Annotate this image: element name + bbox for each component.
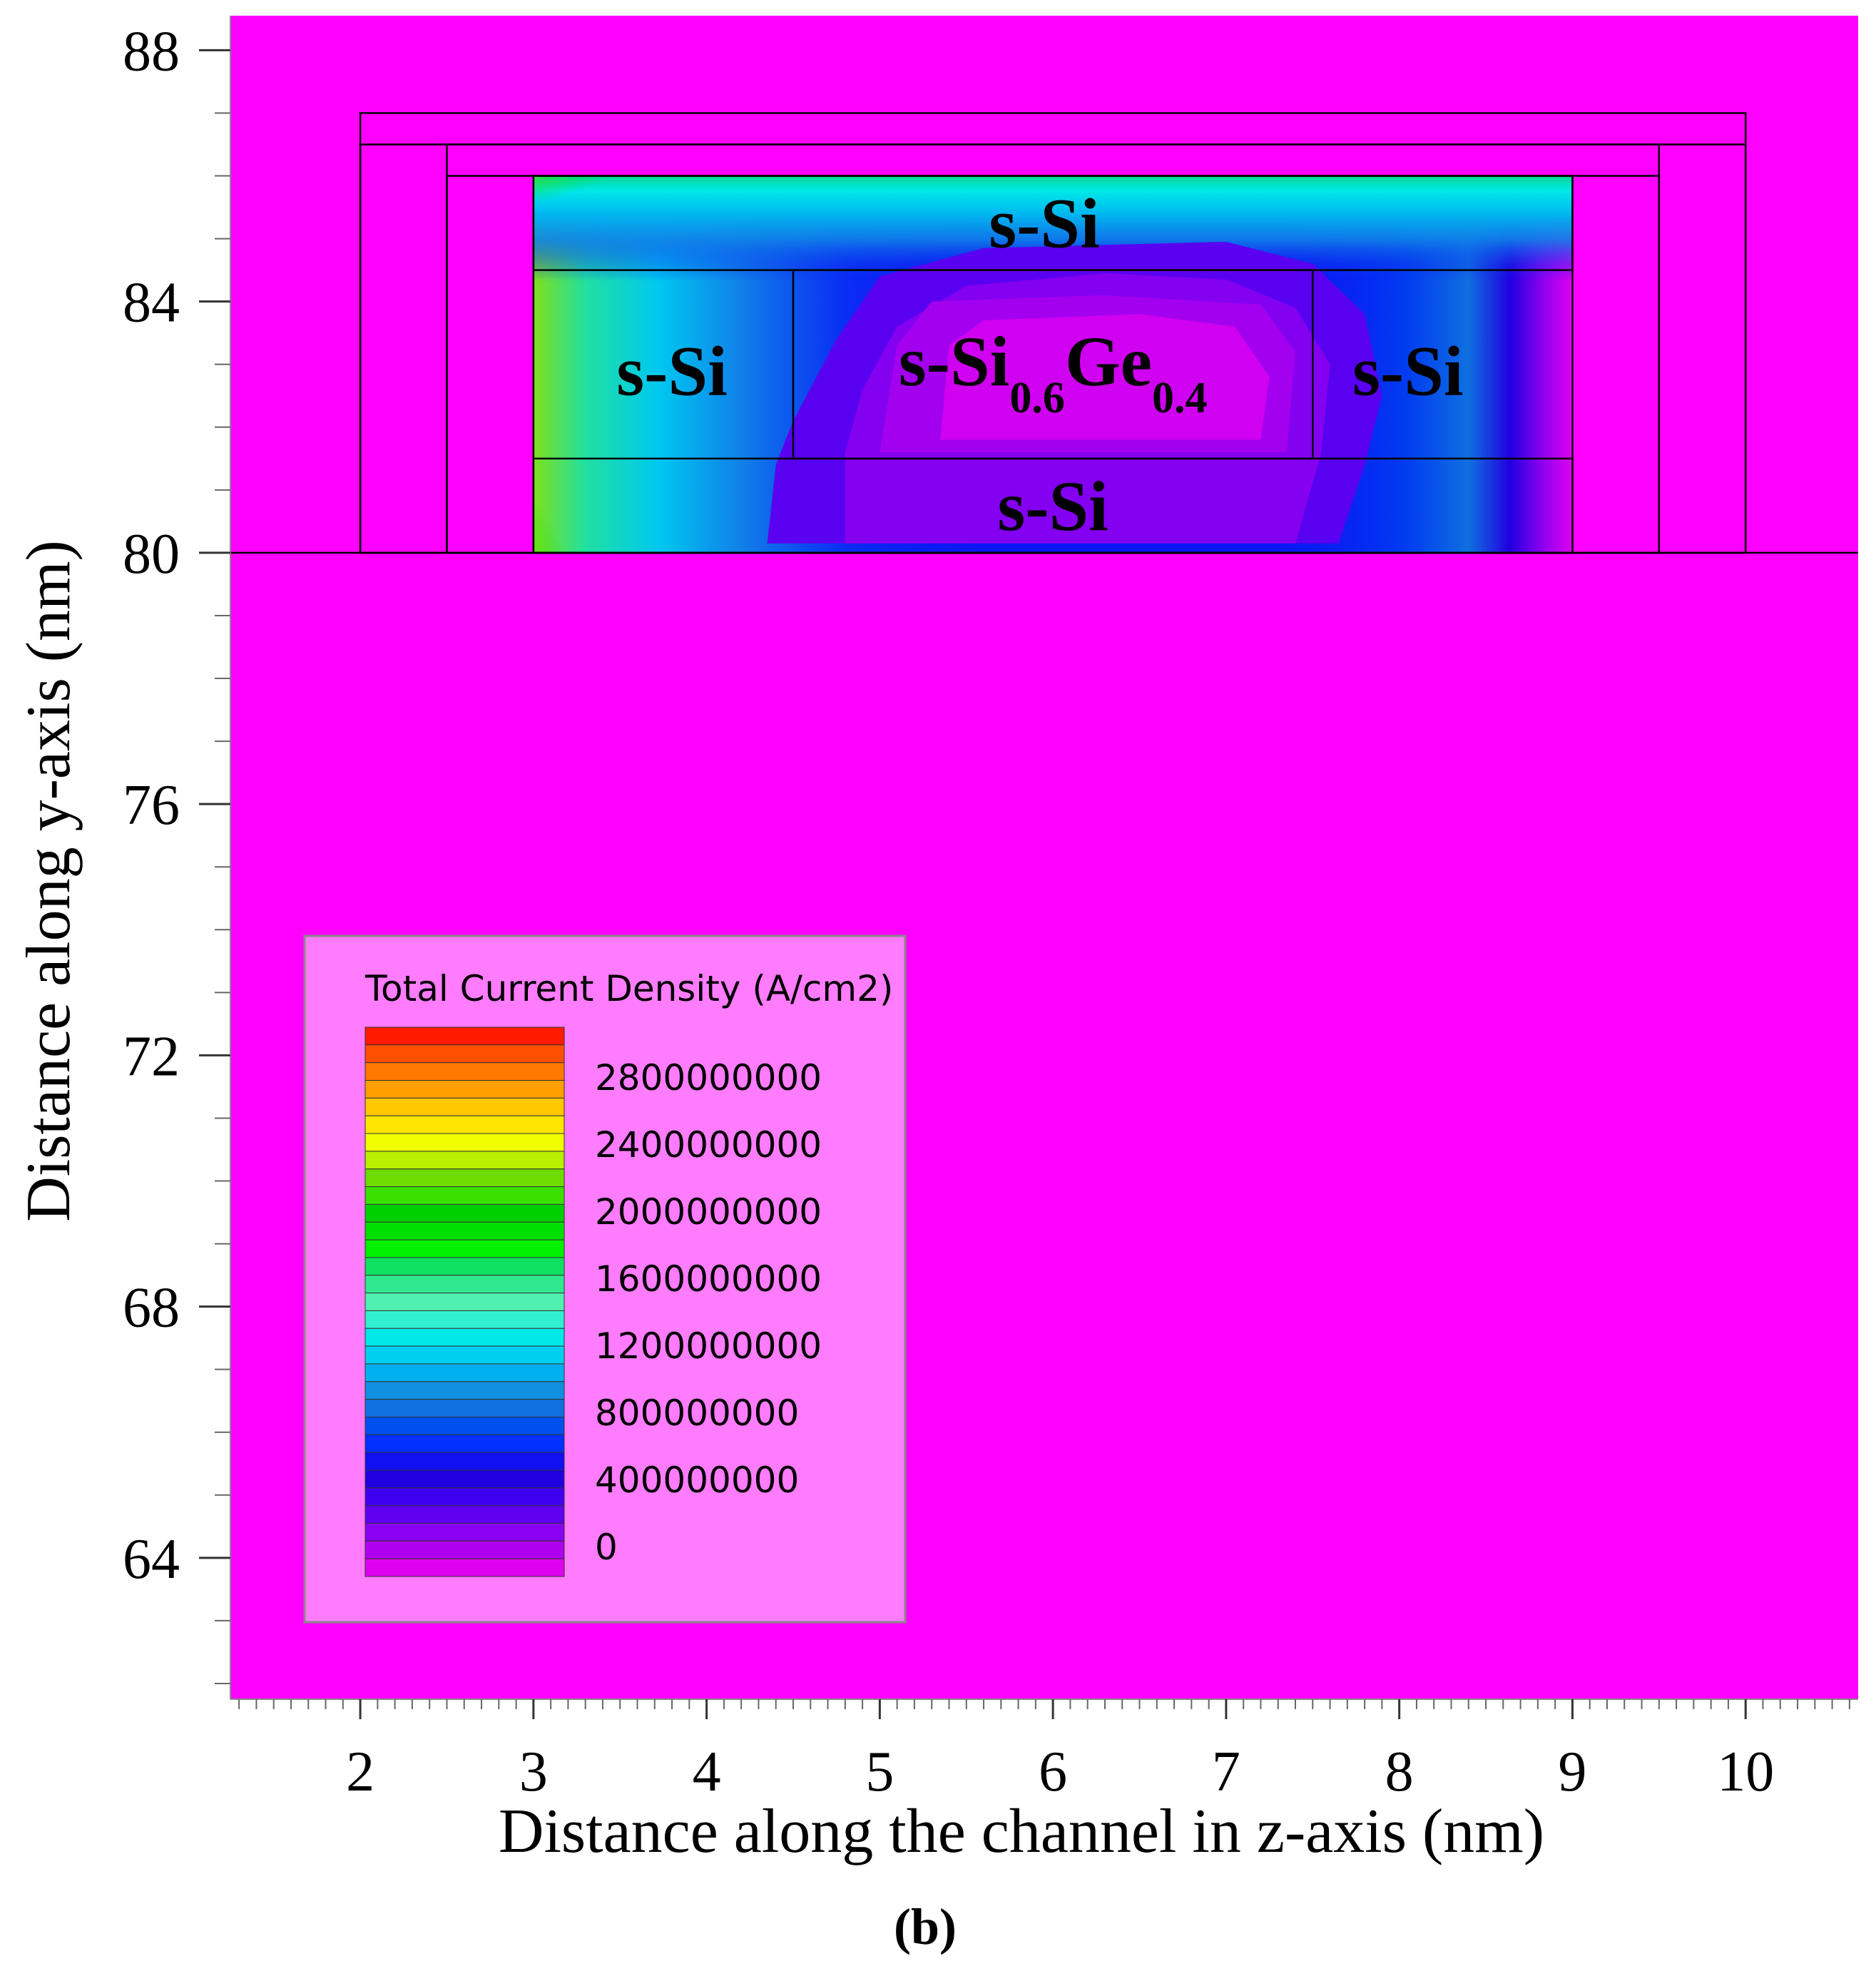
legend-band-5 [365,1097,565,1116]
legend-band-30 [365,1540,565,1559]
legend-band-25 [365,1452,565,1471]
y-axis: 64 68 72 76 80 84 88 [123,16,231,1699]
core-label: s-Si0.6Ge0.4 [899,322,1208,422]
legend-band-3 [365,1062,565,1081]
legend-label-5: 1200000000 [595,1325,822,1367]
y-tick-label-84: 84 [123,272,180,335]
current-density-contours [767,242,1382,544]
legend-band-23 [365,1416,565,1435]
x-tick-label-7: 7 [1212,1741,1240,1803]
x-tick-label-2: 2 [346,1741,374,1803]
core-label-sub2: 0.4 [1152,374,1208,422]
x-tick-label-8: 8 [1385,1741,1414,1803]
legend-band-20 [365,1363,565,1382]
legend-band-2 [365,1044,565,1064]
y-tick-label-76: 76 [123,774,180,837]
y-tick-label-88: 88 [123,20,180,83]
legend-band-10 [365,1186,565,1205]
legend-label-2: 2400000000 [595,1124,822,1166]
legend-band-21 [365,1381,565,1400]
legend-band-14 [365,1257,565,1276]
device-structure [230,112,1858,554]
x-tick-label-5: 5 [865,1741,894,1803]
legend-band-12 [365,1221,565,1241]
legend-band-24 [365,1434,565,1453]
legend-band-8 [365,1151,565,1170]
core-label-sub1: 0.6 [1009,374,1065,422]
x-axis: 2 3 4 5 6 7 8 9 10 [230,1698,1858,1803]
y-tick-label-72: 72 [123,1025,180,1088]
x-tick-label-10: 10 [1717,1741,1774,1803]
legend-band-15 [365,1275,565,1294]
legend-band-6 [365,1115,565,1134]
panel-label: (b) [894,1898,957,1955]
legend-band-22 [365,1399,565,1417]
region-label-4: s-Si [997,467,1108,546]
legend-band-31 [365,1558,565,1577]
core-label-base: s-Si [899,322,1010,401]
legend-band-19 [365,1345,565,1365]
y-tick-label-64: 64 [123,1528,180,1591]
y-axis-label: Distance along y-axis (nm) [14,540,83,1222]
legend-label-6: 800000000 [595,1392,799,1434]
legend-band-28 [365,1505,565,1524]
legend-title: Total Current Density (A/cm2) [365,968,893,1009]
region-label-3: s-Si [1352,332,1464,411]
legend-label-4: 1600000000 [595,1258,822,1300]
core-outline [792,269,1314,460]
legend: Total Current Density (A/cm2) 2800000000… [303,934,907,1624]
legend-band-4 [365,1080,565,1099]
legend-band-1 [365,1027,565,1046]
current-density-field [533,175,1573,553]
x-tick-label-4: 4 [693,1741,721,1803]
legend-tick-labels: 2800000000 2400000000 2000000000 1600000000… [595,1057,822,1568]
legend-band-27 [365,1487,565,1507]
region-label-1: s-Si [989,184,1100,263]
legend-band-17 [365,1310,565,1329]
legend-band-9 [365,1168,565,1188]
legend-label-7: 400000000 [595,1460,799,1501]
legend-band-16 [365,1293,565,1311]
core-label-mid: Ge [1065,322,1152,401]
legend-label-3: 2000000000 [595,1191,822,1233]
x-tick-label-6: 6 [1039,1741,1067,1803]
contour-band-4 [940,314,1270,440]
legend-color-bands [365,1027,565,1577]
legend-band-26 [365,1470,565,1489]
legend-band-7 [365,1133,565,1152]
region-labels: s-Si s-Si s-Si s-Si [616,184,1463,546]
y-tick-label-68: 68 [123,1277,180,1340]
legend-label-1: 2800000000 [595,1057,822,1099]
region-label-2: s-Si [616,332,728,411]
x-tick-label-9: 9 [1558,1741,1586,1803]
x-axis-label: Distance along the channel in z-axis (nm… [499,1797,1544,1866]
legend-band-13 [365,1239,565,1258]
legend-band-11 [365,1203,565,1223]
legend-label-8: 0 [595,1527,618,1568]
x-tick-label-3: 3 [519,1741,548,1803]
corner-hotspot-bottom-left [533,477,577,553]
legend-band-18 [365,1328,565,1347]
legend-band-29 [365,1522,565,1542]
corner-hotspot-top-left [533,175,638,214]
y-tick-label-80: 80 [123,523,180,586]
